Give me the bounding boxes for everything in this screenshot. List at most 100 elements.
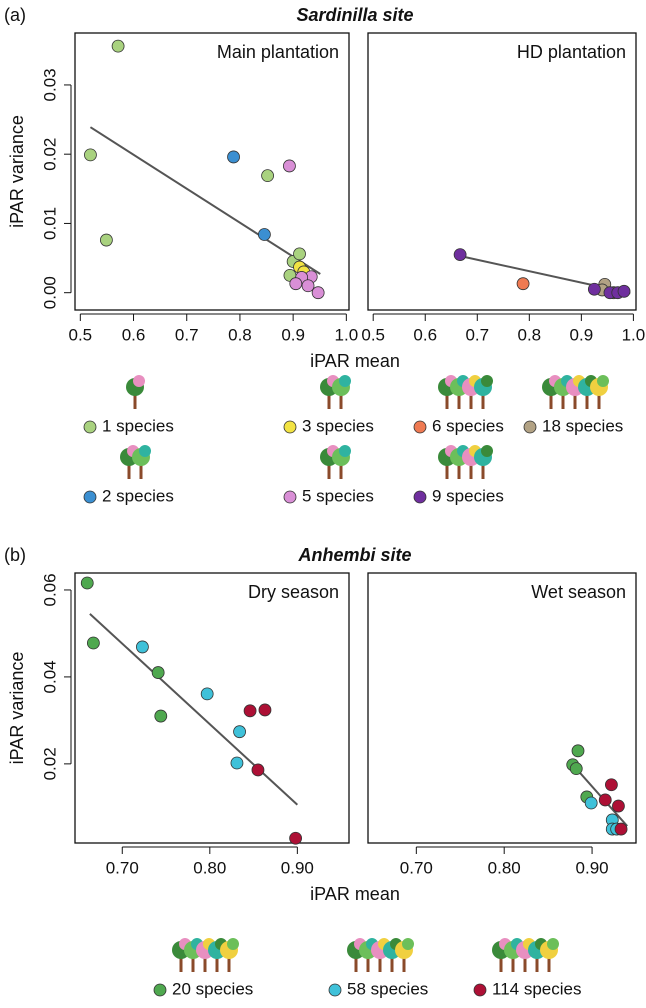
x-tick-label: 0.70 (106, 858, 139, 877)
point (612, 799, 625, 813)
tree-trunk (191, 958, 195, 972)
tree-trunk (390, 958, 394, 972)
legend-label: 114 species (492, 979, 581, 998)
y-tick-label: 0.00 (40, 276, 59, 309)
y-tick-label: 0.02 (40, 138, 59, 171)
x-tick-label: 0.9 (570, 325, 594, 344)
tree-trunk (354, 958, 358, 972)
point (584, 796, 598, 810)
point (99, 233, 113, 247)
tree-trunk (469, 465, 473, 479)
legend-marker (153, 983, 167, 997)
tree-crown (547, 938, 559, 950)
point (571, 744, 585, 758)
x-tick-label: 0.7 (175, 325, 199, 344)
legend-marker (83, 420, 97, 434)
tree-crown (227, 938, 239, 950)
tree-trunk (573, 395, 577, 409)
point (293, 247, 306, 261)
tree-trunk (139, 465, 143, 479)
x-tick-label: 0.80 (488, 858, 521, 877)
tree-icon (120, 445, 151, 479)
legend-marker (413, 490, 427, 504)
legend-label: 20 species (172, 979, 253, 998)
tree-trunk (457, 395, 461, 409)
point (111, 39, 125, 53)
y-tick-label: 0.06 (40, 573, 59, 606)
tree-trunk (511, 958, 515, 972)
point (598, 793, 612, 807)
point (227, 150, 240, 164)
tree-trunk (179, 958, 183, 972)
tree-icon (320, 375, 351, 409)
tree-trunk (547, 958, 551, 972)
tree-trunk (339, 395, 343, 409)
point (86, 636, 100, 650)
point (617, 284, 631, 298)
legend-marker (328, 983, 342, 997)
legend-marker (283, 490, 297, 504)
point (289, 831, 303, 845)
x-tick-label: 0.9 (281, 325, 305, 344)
tree-icon (347, 938, 414, 972)
legend-marker (83, 490, 97, 504)
x-tick-label: 0.70 (400, 858, 433, 877)
tree-crown (481, 375, 493, 387)
subplot-title: Main plantation (217, 42, 339, 62)
tree-trunk (378, 958, 382, 972)
y-tick-label: 0.03 (40, 68, 59, 101)
point (84, 148, 97, 162)
x-tick-label: 0.6 (122, 325, 146, 344)
tree-trunk (366, 958, 370, 972)
legend-label: 5 species (302, 486, 374, 505)
y-tick-label: 0.01 (40, 207, 59, 240)
legend-marker (473, 983, 487, 997)
tree-crown (339, 445, 351, 457)
y-tick-label: 0.02 (40, 747, 59, 780)
legend-marker (413, 420, 427, 434)
tree-icon (438, 375, 493, 409)
legend-label: 1 species (102, 416, 174, 435)
trend-line (89, 126, 321, 275)
point (258, 228, 271, 241)
x-tick-label: 0.6 (413, 325, 437, 344)
tree-trunk (445, 465, 449, 479)
tree-trunk (535, 958, 539, 972)
legend-label: 18 species (542, 416, 623, 435)
point (604, 778, 618, 792)
tree-trunk (561, 395, 565, 409)
subplot-title: HD plantation (517, 42, 626, 62)
tree-trunk (597, 395, 601, 409)
tree-trunk (327, 465, 331, 479)
point (243, 704, 257, 718)
tree-crown (339, 375, 351, 387)
point (283, 159, 296, 173)
point (233, 725, 246, 739)
point (200, 687, 214, 701)
point (80, 576, 94, 590)
tree-trunk (203, 958, 207, 972)
plot-frame (74, 572, 350, 844)
legend-marker (523, 420, 537, 434)
y-axis-label: iPAR variance (7, 115, 27, 228)
tree-trunk (457, 465, 461, 479)
point (311, 286, 325, 300)
tree-crown (139, 445, 151, 457)
legend-label: 6 species (432, 416, 504, 435)
point (230, 756, 244, 770)
point (289, 277, 303, 291)
tree-trunk (327, 395, 331, 409)
tree-icon (126, 375, 145, 409)
tree-trunk (585, 395, 589, 409)
point (258, 703, 272, 717)
x-tick-label: 0.90 (281, 858, 314, 877)
tree-icon (438, 445, 493, 479)
legend-label: 9 species (432, 486, 504, 505)
site-title: Anhembi site (297, 545, 411, 565)
panel-label: (a) (4, 5, 26, 25)
tree-crown (133, 375, 145, 387)
point (136, 640, 149, 654)
tree-trunk (215, 958, 219, 972)
subplot-title: Dry season (248, 582, 339, 602)
